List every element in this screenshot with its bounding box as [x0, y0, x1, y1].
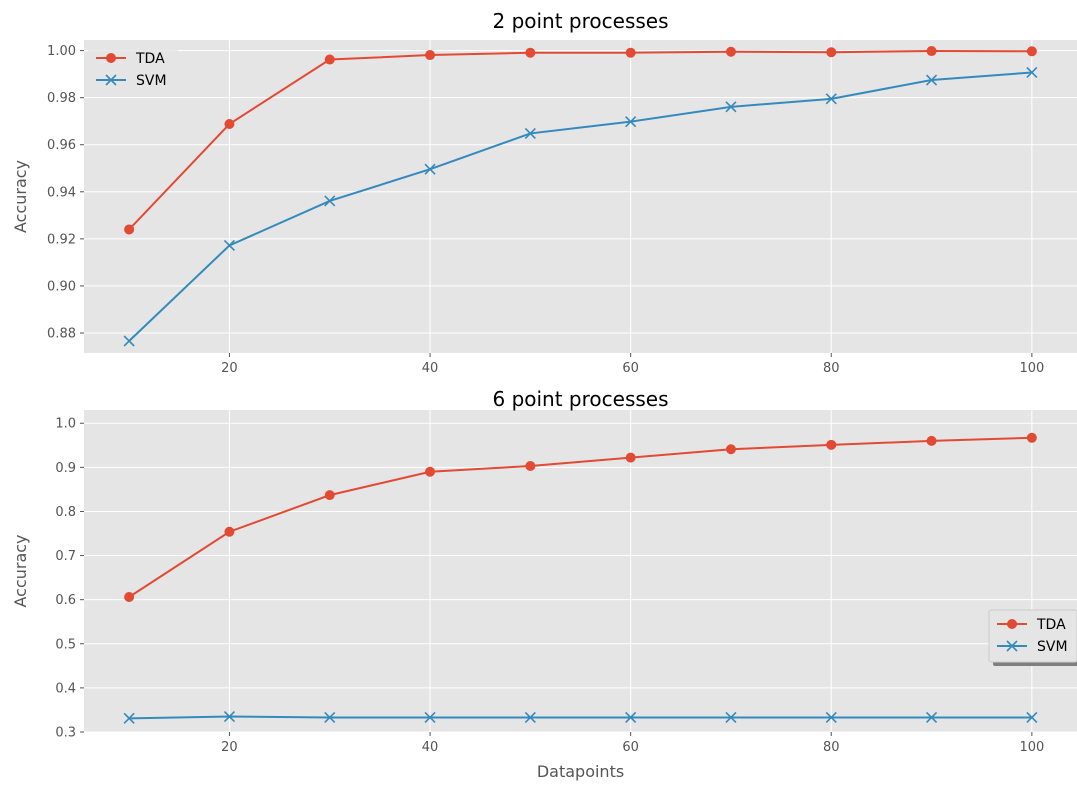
data-point-tda: [324, 54, 335, 65]
legend: TDA SVM: [88, 44, 178, 96]
series-svm: [123, 710, 1038, 724]
y-tick-label: 0.5: [55, 637, 76, 652]
y-tick-label: 0.8: [55, 505, 76, 520]
y-tick-label: 1.0: [55, 417, 76, 432]
y-tick-label: 0.3: [55, 726, 76, 741]
legend-marker-tda: [1007, 619, 1017, 629]
data-point-svm: [625, 116, 637, 128]
y-tick-label: 0.7: [55, 549, 76, 564]
data-point-tda: [725, 46, 736, 57]
data-point-tda: [124, 224, 135, 235]
legend-label-svm: SVM: [1037, 639, 1068, 655]
data-point-svm: [524, 711, 536, 724]
data-point-svm: [123, 712, 135, 724]
data-point-svm: [825, 93, 837, 105]
data-point-tda: [425, 50, 436, 61]
x-tick-label: 60: [622, 361, 639, 376]
y-axis-label: Accuracy: [11, 160, 30, 233]
data-point-svm: [725, 101, 737, 113]
chart-title: 6 point processes: [492, 387, 668, 411]
data-point-svm: [725, 711, 737, 724]
chart-title: 2 point processes: [492, 9, 668, 33]
x-tick-label: 40: [422, 361, 439, 376]
legend-marker-svm: [1006, 640, 1018, 652]
plot-area: [84, 40, 1077, 353]
chart-1: 20 40 60 80 100 0.88 0.90 0.92 0.94 0.96 0.98 1.00 2…: [11, 9, 1077, 376]
x-tick-label: 20: [221, 740, 238, 755]
data-point-svm: [424, 163, 436, 175]
y-tick-label: 0.94: [47, 185, 76, 200]
data-point-tda: [224, 526, 235, 537]
data-point-tda: [926, 46, 937, 57]
data-point-tda: [826, 47, 837, 58]
y-tick-label: 0.88: [47, 326, 76, 341]
y-axis-label: Accuracy: [11, 534, 30, 607]
x-axis-label: Datapoints: [537, 762, 624, 781]
y-tick-label: 0.6: [55, 593, 76, 608]
legend-marker-tda: [106, 53, 116, 63]
data-point-svm: [123, 335, 135, 347]
data-point-tda: [926, 435, 937, 446]
data-point-svm: [1026, 711, 1038, 724]
y-tick-label: 0.98: [47, 91, 76, 106]
data-point-tda: [725, 444, 736, 455]
legend: TDA SVM: [988, 609, 1077, 666]
data-point-tda: [1026, 432, 1037, 443]
legend-label-tda: TDA: [1036, 617, 1066, 633]
data-point-svm: [324, 195, 336, 207]
plot-area: [84, 410, 1077, 732]
legend-label-svm: SVM: [136, 73, 167, 89]
series-tda: [124, 432, 1037, 603]
series-line-svm: [128, 71, 1032, 342]
x-tick-label: 100: [1019, 740, 1044, 755]
data-point-svm: [223, 239, 236, 252]
series-svm: [123, 66, 1038, 347]
y-tick-label: 1.00: [47, 44, 76, 59]
data-point-tda: [525, 47, 536, 58]
data-point-tda: [324, 490, 335, 501]
data-point-tda: [525, 461, 536, 472]
data-point-tda: [224, 119, 235, 130]
data-point-svm: [524, 127, 536, 139]
x-tick-label: 80: [823, 740, 840, 755]
y-tick-label: 0.9: [55, 461, 76, 476]
legend-marker-svm: [105, 74, 117, 86]
data-point-svm: [1026, 66, 1038, 79]
legend-label-tda: TDA: [135, 51, 165, 67]
series-line-tda: [128, 436, 1032, 598]
y-tick-label: 0.4: [55, 681, 76, 696]
data-point-svm: [223, 710, 236, 723]
data-point-svm: [324, 711, 336, 724]
data-point-svm: [825, 711, 837, 724]
chart-2: 20 40 60 80 100 0.3 0.4 0.5 0.6 0.7 0.8 0.9 1.0 6 poi…: [11, 387, 1077, 781]
x-tick-label: 100: [1019, 361, 1044, 376]
data-point-tda: [425, 466, 436, 477]
y-tick-label: 0.92: [47, 232, 76, 247]
series-tda: [124, 46, 1037, 235]
data-point-svm: [925, 74, 938, 86]
data-point-svm: [424, 711, 436, 724]
data-point-svm: [925, 711, 938, 724]
series-line-svm: [129, 715, 1032, 720]
data-point-tda: [625, 452, 636, 463]
data-point-tda: [826, 439, 837, 450]
x-tick-label: 40: [422, 740, 439, 755]
series-line-tda: [128, 50, 1032, 231]
y-tick-label: 0.90: [47, 279, 76, 294]
x-tick-label: 80: [823, 361, 840, 376]
x-tick-label: 60: [622, 740, 639, 755]
data-point-tda: [1026, 46, 1037, 57]
x-tick-label: 20: [221, 361, 238, 376]
y-tick-label: 0.96: [47, 138, 76, 153]
data-point-tda: [625, 47, 636, 58]
data-point-svm: [625, 711, 637, 724]
data-point-tda: [124, 592, 135, 603]
